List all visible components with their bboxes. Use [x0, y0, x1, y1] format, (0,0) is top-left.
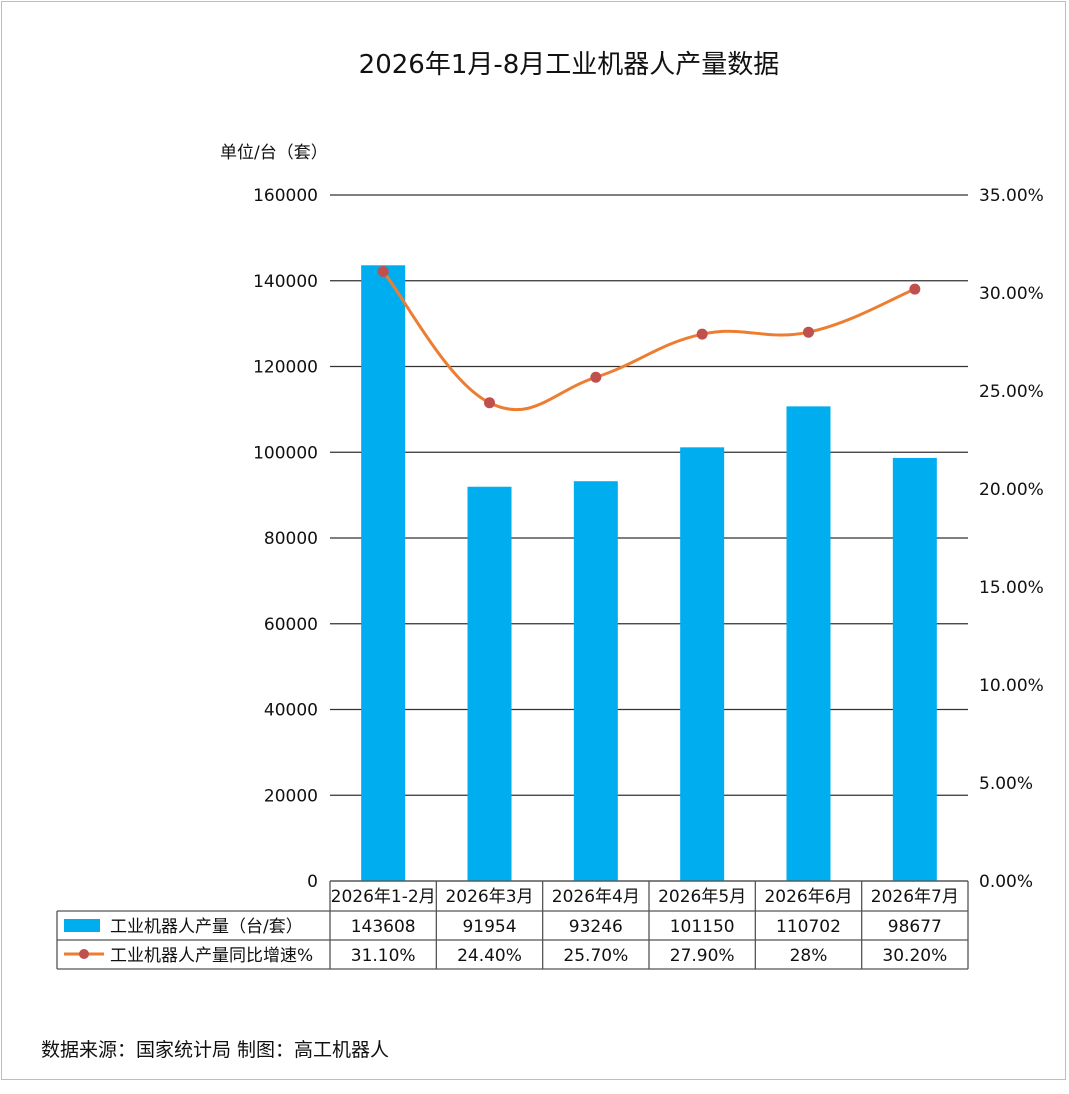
growth-value-cell: 24.40%: [457, 946, 522, 966]
bar-value-cell: 143608: [351, 917, 416, 937]
chart-title: 2026年1月-8月工业机器人产量数据: [359, 50, 780, 80]
line-series: [377, 265, 921, 412]
line-point: [377, 265, 389, 277]
bar-value-cell: 93246: [569, 917, 623, 937]
right-tick-label: 30.00%: [979, 284, 1044, 304]
left-tick-label: 160000: [253, 186, 318, 206]
category-label: 2026年3月: [445, 887, 533, 907]
bar: [786, 406, 831, 881]
y-axis-unit-label: 单位/台（套）: [220, 143, 328, 163]
growth-line: [382, 270, 916, 412]
growth-value-cell: 28%: [790, 946, 828, 966]
legend-bar-name: 工业机器人产量（台/套）: [110, 917, 303, 937]
category-label: 2026年5月: [658, 887, 746, 907]
bar-value-cell: 110702: [776, 917, 841, 937]
right-tick-label: 15.00%: [979, 578, 1044, 598]
left-tick-label: 0: [307, 872, 318, 892]
growth-value-cell: 27.90%: [670, 946, 735, 966]
left-tick-label: 80000: [264, 529, 318, 549]
category-label: 2026年7月: [871, 887, 959, 907]
source-note: 数据来源：国家统计局 制图：高工机器人: [41, 1039, 389, 1061]
right-tick-label: 20.00%: [979, 480, 1044, 500]
bar: [680, 447, 725, 881]
gridlines: [330, 194, 968, 882]
category-label: 2026年6月: [764, 887, 852, 907]
line-point: [909, 283, 921, 295]
growth-value-cell: 30.20%: [882, 946, 947, 966]
growth-value-cell: 31.10%: [351, 946, 416, 966]
bar: [573, 481, 618, 881]
bar: [892, 457, 937, 881]
left-tick-label: 140000: [253, 272, 318, 292]
right-tick-label: 0.00%: [979, 872, 1033, 892]
line-point: [803, 326, 814, 338]
left-tick-label: 20000: [264, 786, 318, 806]
growth-value-cell: 25.70%: [563, 946, 628, 966]
left-tick-label: 60000: [264, 615, 318, 635]
bar: [467, 486, 512, 881]
legend-bar-swatch: [64, 919, 100, 932]
line-point: [696, 328, 708, 340]
right-tick-label: 5.00%: [979, 774, 1033, 794]
data-table: 2026年1-2月 2026年3月 2026年4月 2026年5月 2026年6月 202…: [56, 880, 969, 970]
line-point: [590, 371, 602, 383]
bar-series: [361, 265, 937, 881]
category-label: 2026年1-2月: [331, 887, 436, 907]
left-tick-label: 120000: [253, 358, 318, 378]
bar-value-cell: 98677: [888, 917, 942, 937]
left-tick-label: 100000: [253, 443, 318, 463]
right-tick-label: 35.00%: [979, 186, 1044, 206]
category-label: 2026年4月: [552, 887, 640, 907]
bar-value-cell: 91954: [462, 917, 516, 937]
bar: [361, 265, 406, 881]
right-axis-ticks: 0.00% 5.00% 10.00% 15.00% 20.00% 25.00% 30.00%…: [979, 186, 1044, 892]
right-tick-label: 25.00%: [979, 382, 1044, 402]
right-tick-label: 10.00%: [979, 676, 1044, 696]
left-tick-label: 40000: [264, 701, 318, 721]
bar-value-cell: 101150: [670, 917, 735, 937]
legend-line-name: 工业机器人产量同比增速%: [110, 946, 313, 966]
line-point: [484, 397, 495, 409]
legend-line-marker: [79, 949, 89, 959]
left-axis-ticks: 0 20000 40000 60000 80000 100000 120000 140000 1…: [253, 186, 318, 892]
